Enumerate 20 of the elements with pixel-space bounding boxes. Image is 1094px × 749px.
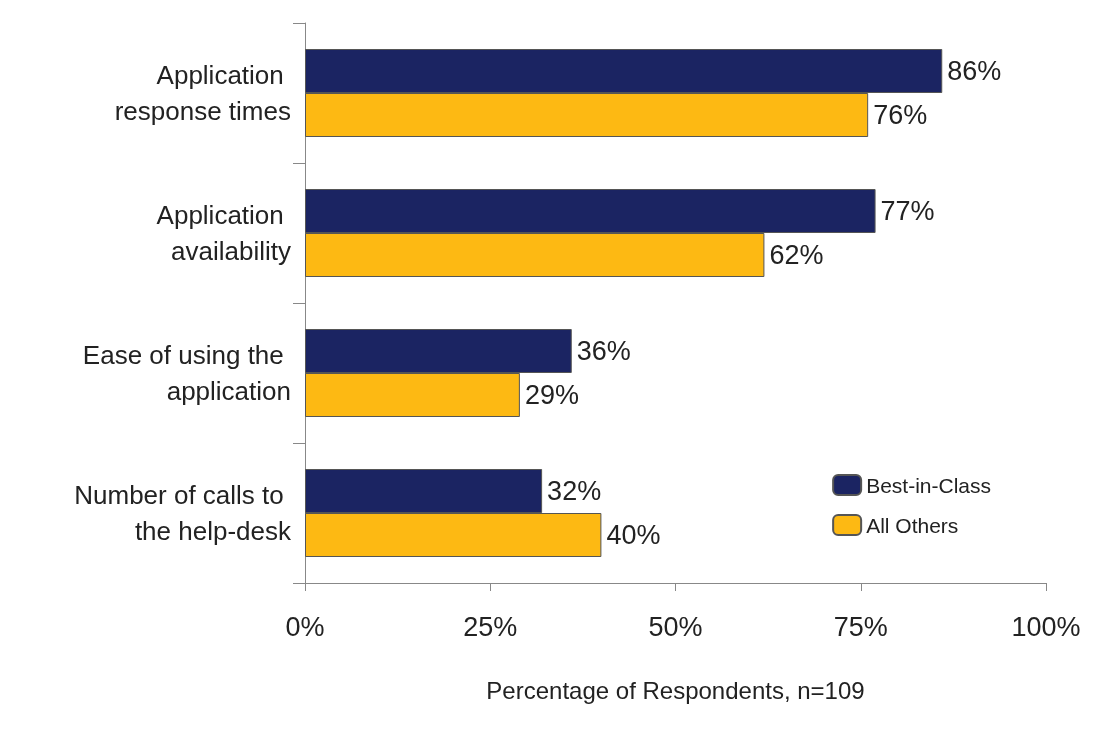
- x-tick-label: 50%: [648, 611, 703, 642]
- data-label: 29%: [524, 380, 579, 410]
- data-label: 86%: [947, 56, 1002, 86]
- data-label: 76%: [873, 100, 928, 130]
- y-tick-label: Application response times: [114, 60, 291, 126]
- x-tick-label: 100%: [1011, 611, 1081, 642]
- y-tick-label: Ease of using the application: [82, 340, 291, 406]
- x-tick-label: 75%: [833, 611, 888, 642]
- data-label: 36%: [576, 336, 631, 366]
- y-tick-label: Number of calls to the help-desk: [74, 480, 292, 546]
- y-tick-label: Application availability: [156, 200, 291, 266]
- x-tick-label: 25%: [463, 611, 518, 642]
- data-label: 62%: [769, 240, 824, 270]
- data-label: 32%: [547, 476, 602, 506]
- x-axis-title: Percentage of Respondents, n=109: [486, 676, 865, 704]
- legend-label: Best-in-Class: [866, 473, 992, 497]
- x-tick-label: 0%: [285, 611, 325, 642]
- data-label: 77%: [880, 196, 935, 226]
- data-label: 40%: [606, 520, 661, 550]
- legend-label: All Others: [866, 513, 959, 537]
